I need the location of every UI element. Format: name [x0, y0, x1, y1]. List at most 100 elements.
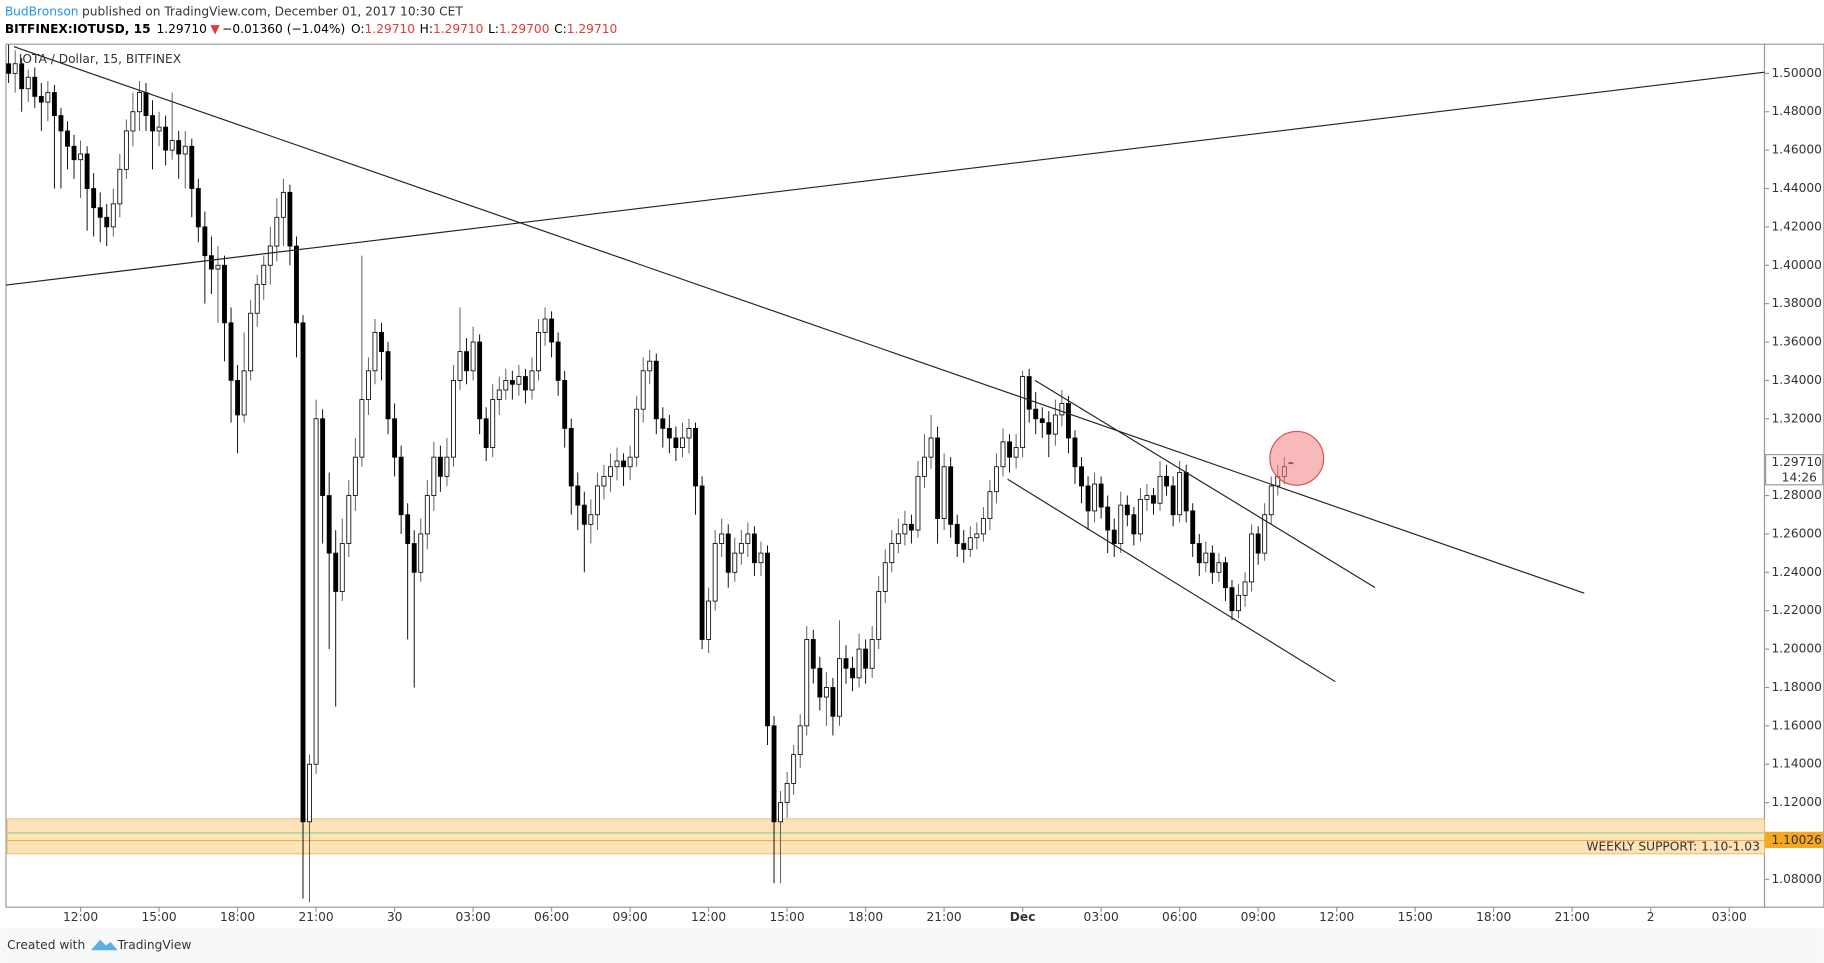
candle-body — [601, 475, 607, 487]
candle-body — [693, 427, 698, 487]
candle-body — [1190, 510, 1196, 544]
candle-body — [614, 460, 620, 468]
last-price: 1.29710 — [156, 22, 206, 36]
published: published on TradingView.com, December 0… — [82, 4, 463, 18]
candle-body — [444, 456, 450, 477]
candle-body — [673, 437, 679, 448]
x-tick-label: 09:00 — [613, 910, 648, 924]
candle-body — [215, 264, 221, 270]
x-tick-label: 06:00 — [534, 910, 569, 924]
candle-body — [621, 460, 627, 468]
candle-body — [653, 360, 659, 420]
candle-body — [130, 111, 136, 132]
change-arrow: ▼ — [210, 22, 220, 36]
candle-body — [1007, 441, 1012, 458]
candle-body — [405, 514, 411, 544]
candle-body — [97, 207, 103, 218]
candle-body — [568, 427, 574, 487]
candle-body — [339, 543, 345, 592]
candle-body — [58, 115, 64, 132]
candle-body — [608, 466, 613, 477]
candle-body — [542, 318, 548, 333]
footer-brand[interactable]: TradingView — [117, 938, 192, 952]
candle-body — [1216, 562, 1222, 573]
y-tick-label: 1.18000 — [1771, 680, 1821, 694]
candle-body — [300, 322, 306, 823]
candle-body — [980, 518, 986, 535]
candle-body — [1039, 418, 1045, 424]
candle-body — [562, 379, 568, 429]
price-marker-label: 1.10026 — [1771, 833, 1821, 847]
highlight-circle — [1269, 430, 1325, 486]
ohlc-value: 1.29710 — [365, 22, 415, 36]
candle-body — [823, 687, 829, 698]
candle-body — [680, 437, 685, 448]
candle-body — [470, 341, 476, 372]
y-tick-label: 1.08000 — [1771, 872, 1821, 886]
candle-body — [804, 639, 810, 727]
candle-body — [588, 514, 594, 525]
candle-body — [594, 485, 600, 516]
price-marker — [1765, 831, 1824, 849]
candle-body — [169, 140, 175, 151]
candle-body — [294, 245, 299, 324]
header-line-1: BudBronson published on TradingView.com, … — [5, 4, 464, 18]
candle-body — [634, 408, 640, 458]
candle-body — [1079, 466, 1084, 487]
candle-body — [1242, 581, 1248, 596]
candle-body — [1105, 506, 1111, 531]
x-tick-label: 12:00 — [63, 910, 98, 924]
y-tick-label: 1.40000 — [1771, 258, 1821, 272]
plot-title: IOTA / Dollar, 15, BITFINEX — [19, 52, 181, 66]
candle-body — [830, 687, 836, 717]
candle-body — [274, 216, 280, 247]
y-tick-label: 1.12000 — [1771, 795, 1821, 809]
candle-body — [1170, 485, 1176, 516]
candle-body — [751, 533, 757, 564]
x-tick-label: 09:00 — [1241, 910, 1276, 924]
author[interactable]: BudBronson — [5, 4, 79, 18]
x-tick-label: 2 — [1647, 910, 1655, 924]
candle-body — [869, 639, 875, 669]
candle-body — [235, 379, 241, 416]
symbol: BITFINEX:IOTUSD, 15 — [5, 22, 151, 36]
y-tick-label: 1.34000 — [1771, 373, 1821, 387]
candle-body — [379, 332, 384, 353]
candle-body — [922, 456, 927, 477]
candle-body — [1124, 504, 1130, 516]
header-line-2: BITFINEX:IOTUSD, 15 1.29710 ▼ −0.01360 (−1.… — [5, 22, 617, 36]
candle-body — [104, 216, 110, 228]
drawings — [5, 46, 1765, 683]
candle-body — [738, 543, 744, 554]
candle-body — [1183, 472, 1189, 512]
candle-body — [182, 145, 188, 155]
y-tick-label: 1.42000 — [1771, 219, 1821, 233]
candle-body — [222, 264, 227, 324]
candle-body — [935, 437, 941, 519]
y-tick-label: 1.22000 — [1771, 603, 1821, 617]
candle-body — [1196, 543, 1202, 564]
ohlc-value: 1.29710 — [433, 22, 483, 36]
candle-body — [457, 351, 463, 381]
x-tick-label: 12:00 — [1319, 910, 1354, 924]
candle-body — [65, 130, 70, 147]
candle-body — [372, 332, 378, 372]
candle-body — [503, 379, 509, 391]
candle-body — [195, 188, 201, 228]
candle-body — [280, 191, 286, 218]
candle-body — [791, 754, 797, 784]
candle-body — [307, 763, 312, 823]
candle-body — [483, 418, 489, 448]
candle-body — [974, 533, 980, 539]
x-tick-label: 06:00 — [1162, 910, 1197, 924]
candle-body — [137, 92, 142, 113]
candle-body — [902, 523, 908, 535]
candle-body — [1249, 533, 1255, 583]
x-tick-label: 18:00 — [220, 910, 255, 924]
candle-body — [797, 725, 803, 756]
footer-band — [0, 928, 1824, 963]
candle-body — [1137, 498, 1143, 535]
candle-body — [941, 466, 947, 519]
candle-body — [1203, 552, 1209, 564]
